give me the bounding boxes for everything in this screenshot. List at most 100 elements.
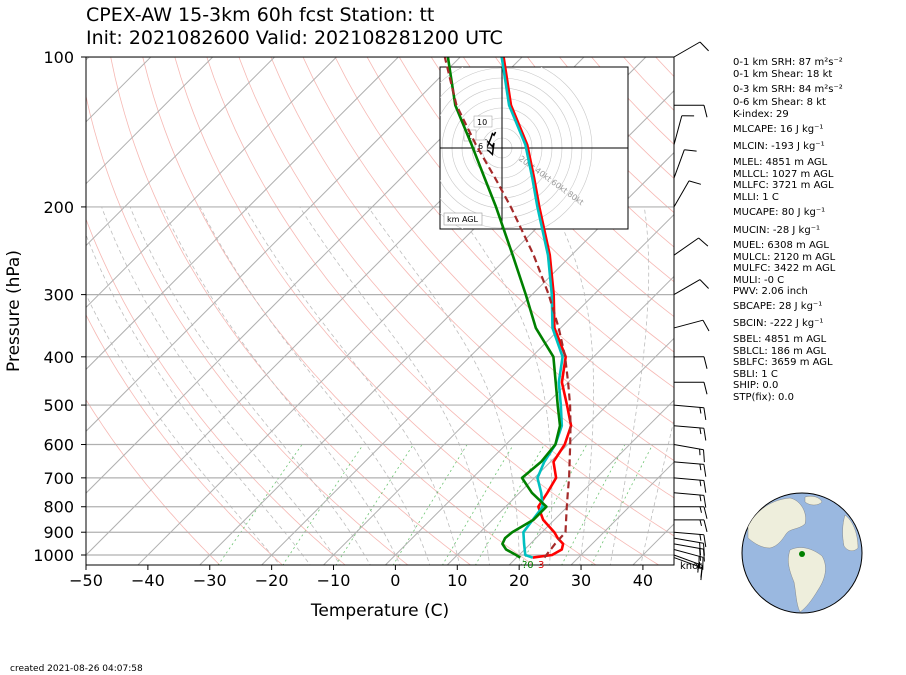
wind-barb (673, 381, 708, 395)
hodograph-height-label: 6 (478, 142, 483, 151)
y-tick-label: 100 (43, 48, 74, 67)
index-line: SBLFC: 3659 m AGL (733, 357, 833, 368)
mixing-ratio-line (392, 444, 468, 565)
mixing-ratio-line (282, 444, 364, 565)
moist-adiabat (162, 206, 401, 565)
index-line: MLCIN: -193 J kg⁻¹ (733, 141, 825, 152)
index-value: -222 J kg⁻¹ (766, 318, 824, 329)
index-line: MLLI: 1 C (733, 192, 779, 203)
wet-bulb-line (500, 57, 564, 559)
y-tick-label: 300 (43, 286, 74, 305)
index-key: 0-6 km Shear: (733, 97, 804, 108)
barb-flag (699, 534, 702, 541)
isotherm (446, 337, 674, 565)
chart-subtitle: Init: 2021082600 Valid: 202108281200 UTC (86, 27, 503, 49)
barb-flag (699, 519, 702, 527)
hodograph-unit-label: km AGL (447, 215, 479, 224)
index-key: SBLFC: (733, 357, 768, 368)
barb-staff (673, 554, 703, 566)
footer-timestamp: created 2021-08-26 04:07:58 (10, 664, 143, 674)
index-line: MUEL: 6308 m AGL (733, 240, 829, 251)
moist-adiabat (244, 206, 461, 565)
dry-adiabat (86, 398, 221, 565)
barb-staff (673, 41, 701, 58)
isotherm (86, 57, 338, 309)
wind-barb (673, 519, 708, 533)
barb-staff (673, 404, 704, 409)
x-tick-label: −10 (317, 571, 351, 590)
y-tick-label: 500 (43, 396, 74, 415)
index-key: PWV: (733, 286, 759, 297)
barb-staff (673, 425, 704, 429)
index-value: -193 J kg⁻¹ (767, 141, 825, 152)
barb-flag (699, 542, 701, 556)
dry-adiabat (302, 57, 674, 462)
index-key: SBCIN: (733, 318, 767, 329)
chart-title: CPEX-AW 15-3km 60h fcst Station: tt (86, 4, 435, 26)
index-key: 0-3 km SRH: (733, 84, 796, 95)
isotherm (570, 461, 674, 565)
index-key: MLLCL: (733, 169, 769, 180)
index-key: MULFC: (733, 263, 771, 274)
moist-adiabat (609, 206, 650, 565)
dry-adiabat (86, 94, 409, 565)
index-line: MULFC: 3422 m AGL (733, 263, 835, 274)
parcel-line (443, 57, 572, 559)
barb-flag (699, 427, 702, 435)
index-key: K-index: (733, 109, 773, 120)
y-tick-label: 400 (43, 348, 74, 367)
x-axis-label: Temperature (C) (310, 601, 449, 621)
index-line: MUCAPE: 80 J kg⁻¹ (733, 207, 825, 218)
index-line: SBLI: 1 C (733, 369, 778, 380)
surface-temperature-label: 3 (538, 560, 544, 571)
y-tick-label: 800 (43, 498, 74, 517)
isotherm (86, 57, 152, 123)
y-tick-label: 200 (43, 198, 74, 217)
wind-barb (673, 149, 697, 179)
barb-flag (688, 180, 702, 185)
index-line: STP(fix): 0.0 (733, 392, 794, 403)
barb-staff (673, 149, 685, 179)
mixing-ratio-line (442, 444, 514, 565)
wind-barb (673, 444, 705, 463)
hodograph-height-label: 10 (477, 118, 487, 127)
barb-staff (673, 444, 704, 451)
index-line: MLEL: 4851 m AGL (733, 157, 827, 168)
moist-adiabat (299, 206, 490, 565)
isotherm (86, 57, 461, 432)
axis-ticks: −50 −40 −30 −20 −10 0 10 20 30 40 1000 900 800 700 600… (33, 48, 653, 590)
barb-flag (699, 494, 702, 502)
wind-barb (673, 531, 707, 548)
x-tick-label: −30 (193, 571, 227, 590)
hodograph-height-box (473, 115, 493, 128)
isotherm (86, 57, 214, 185)
barb-flag (703, 519, 708, 533)
index-key: 0-1 km SRH: (733, 57, 796, 68)
index-value: 1027 m AGL (768, 169, 834, 180)
wind-barb (673, 237, 709, 256)
barb-staff (673, 543, 704, 550)
barb-staff (673, 180, 690, 208)
index-value: 4851 m AGL (762, 157, 828, 168)
x-tick-label: −50 (69, 571, 103, 590)
index-key: SBCAPE: (733, 301, 776, 312)
barb-flag (697, 563, 699, 571)
index-line: MULI: -0 C (733, 275, 784, 286)
wind-barb (673, 104, 708, 118)
y-tick-label: 600 (43, 436, 74, 455)
barb-staff (673, 549, 704, 558)
index-key: SBLCL: (733, 346, 768, 357)
moist-adiabat (640, 418, 674, 565)
plot-frame (85, 56, 675, 566)
station-marker (799, 551, 805, 557)
index-value: 0.0 (759, 380, 779, 391)
hodograph-unit-box (443, 212, 483, 226)
isotherm (384, 275, 674, 565)
index-line: SBCIN: -222 J kg⁻¹ (733, 318, 823, 329)
mixing-ratio-line (561, 444, 626, 565)
index-key: SHIP: (733, 380, 760, 391)
barb-flag (702, 319, 710, 332)
wind-barb (673, 554, 703, 578)
wind-barb (673, 279, 709, 296)
